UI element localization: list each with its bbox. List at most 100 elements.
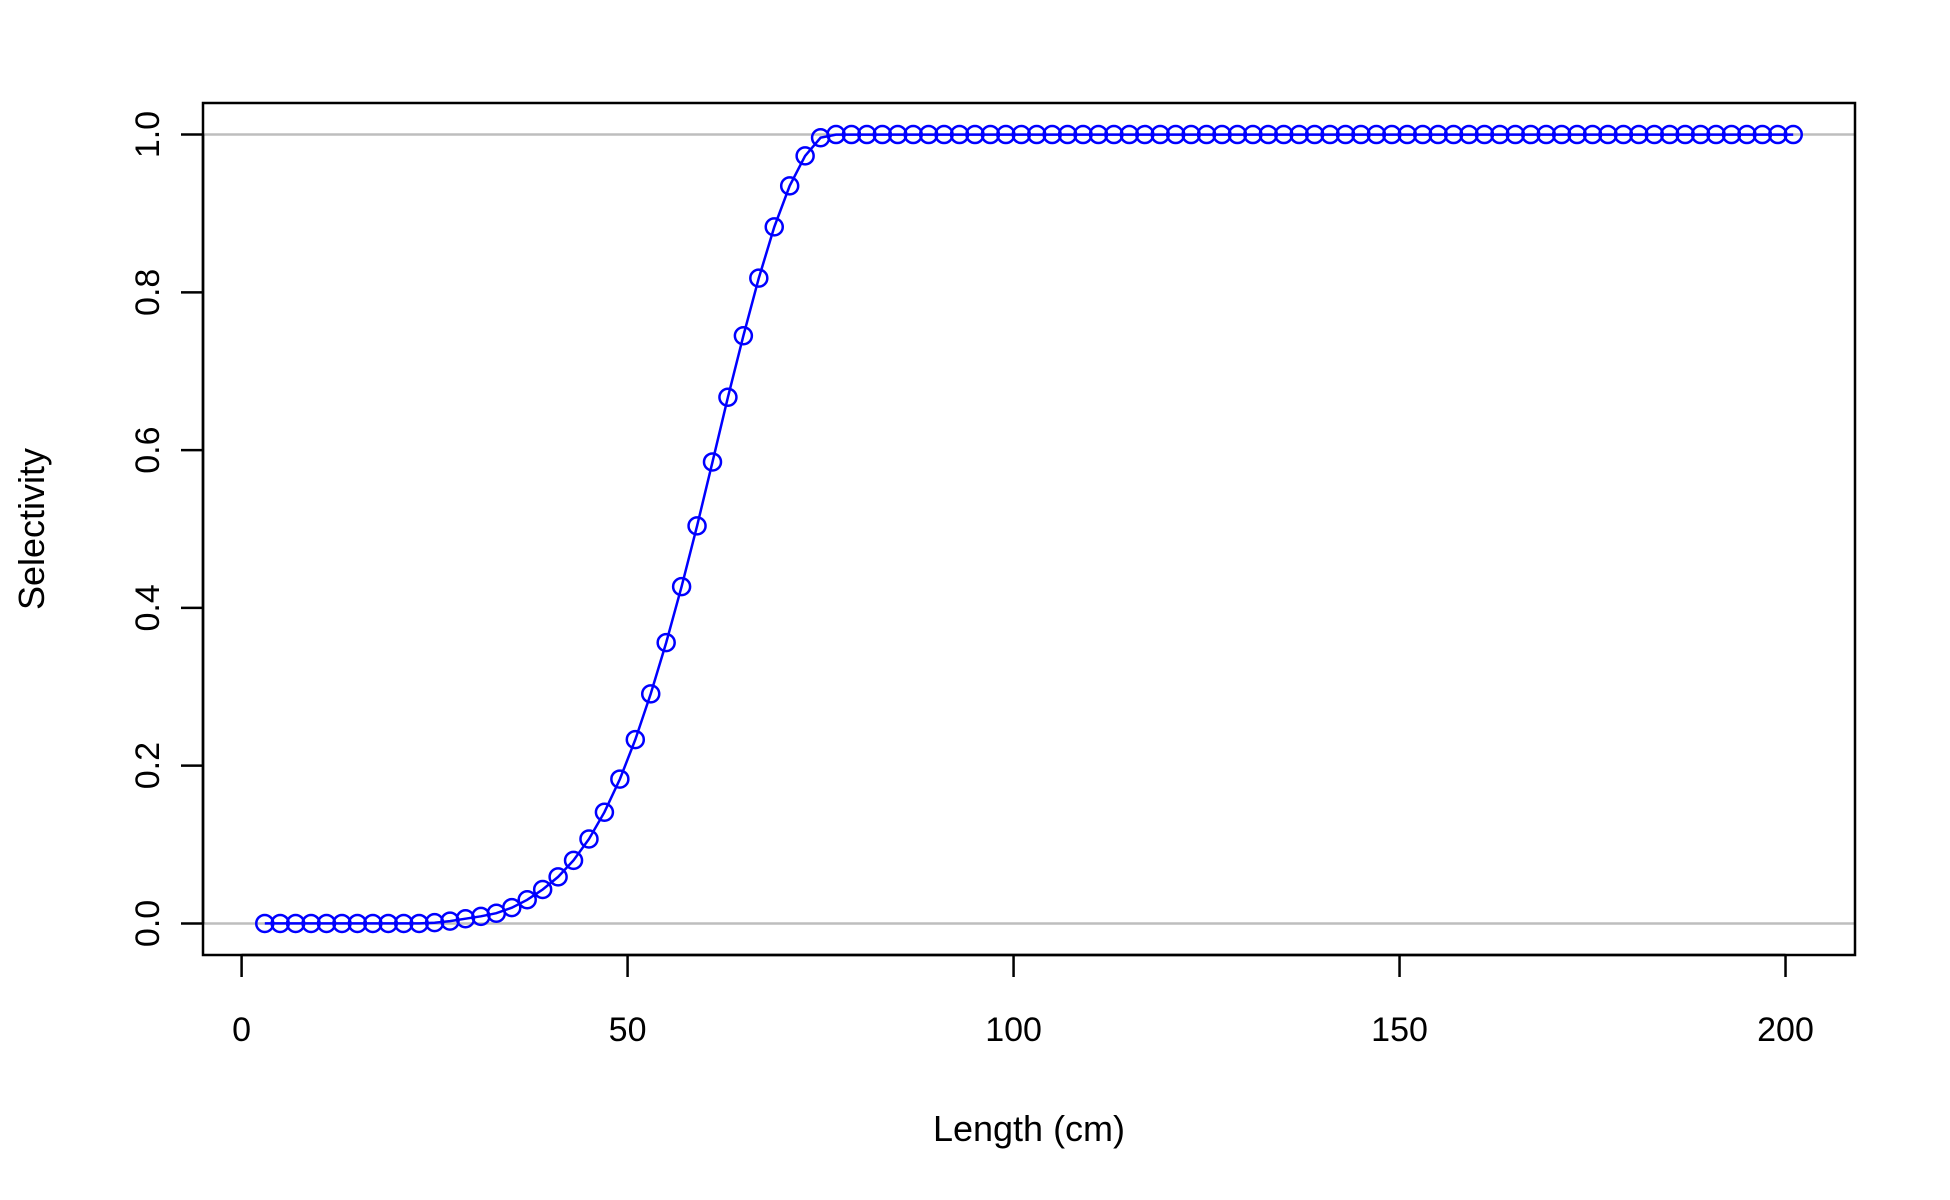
data-point bbox=[687, 516, 707, 536]
data-point bbox=[363, 913, 383, 934]
data-point bbox=[1026, 124, 1047, 145]
data-point bbox=[996, 124, 1016, 145]
x-tick-label: 150 bbox=[1371, 1011, 1428, 1049]
data-point bbox=[888, 124, 908, 145]
data-point bbox=[1243, 124, 1263, 145]
data-point bbox=[1227, 124, 1248, 145]
y-tick-label: 0.4 bbox=[129, 584, 167, 631]
data-point bbox=[1150, 124, 1170, 145]
data-point bbox=[1521, 124, 1541, 145]
data-point bbox=[424, 912, 445, 933]
data-point bbox=[1737, 124, 1757, 145]
data-point bbox=[764, 217, 785, 237]
data-point bbox=[1443, 124, 1464, 145]
data-point bbox=[1474, 124, 1495, 145]
x-axis: 0 50 100 150 200 bbox=[232, 953, 1814, 1049]
data-point bbox=[1057, 124, 1078, 145]
data-point bbox=[1258, 124, 1279, 145]
data-point bbox=[934, 124, 954, 145]
data-point bbox=[671, 576, 692, 597]
data-point bbox=[1273, 124, 1294, 145]
y-tick-label: 0.0 bbox=[129, 900, 167, 947]
data-point bbox=[1042, 124, 1062, 145]
data-point bbox=[1675, 124, 1695, 145]
y-tick-label: 1.0 bbox=[129, 111, 167, 158]
data-point bbox=[733, 325, 754, 346]
data-point bbox=[270, 913, 290, 934]
data-point bbox=[1598, 124, 1618, 145]
data-point bbox=[1428, 124, 1448, 145]
data-point bbox=[1320, 124, 1340, 145]
data-point bbox=[1304, 124, 1325, 145]
data-point bbox=[502, 897, 522, 918]
data-point bbox=[749, 268, 769, 288]
data-point bbox=[1706, 124, 1726, 145]
data-point bbox=[1613, 124, 1634, 145]
data-point bbox=[702, 452, 723, 472]
y-tick-label: 0.6 bbox=[129, 426, 167, 473]
y-tick-label: 0.2 bbox=[129, 742, 167, 789]
data-point bbox=[1582, 124, 1603, 145]
data-point bbox=[1335, 124, 1356, 145]
data-point bbox=[1629, 124, 1649, 145]
data-point bbox=[1505, 124, 1526, 145]
data-point bbox=[1289, 124, 1309, 145]
data-point bbox=[949, 124, 970, 145]
data-point bbox=[918, 124, 939, 145]
y-axis: 0.0 0.2 0.4 0.6 0.8 1.0 bbox=[129, 111, 205, 947]
data-point bbox=[1752, 124, 1773, 145]
data-point bbox=[1412, 124, 1433, 145]
data-point bbox=[594, 802, 615, 822]
data-point bbox=[795, 146, 815, 166]
data-point bbox=[1119, 124, 1140, 145]
data-point bbox=[980, 124, 1001, 145]
data-point bbox=[1011, 124, 1032, 145]
data-point bbox=[903, 124, 923, 145]
data-point bbox=[579, 829, 599, 849]
data-point bbox=[1659, 124, 1680, 145]
data-point bbox=[1768, 124, 1788, 145]
data-point bbox=[826, 124, 846, 145]
data-point bbox=[872, 124, 893, 145]
data-point bbox=[625, 729, 646, 750]
data-point bbox=[610, 769, 630, 789]
data-point bbox=[841, 124, 862, 145]
series-layer bbox=[255, 124, 1803, 934]
data-point bbox=[1551, 124, 1572, 145]
data-point bbox=[857, 124, 877, 145]
data-point bbox=[1536, 124, 1556, 145]
y-axis-title: Selectivity bbox=[11, 448, 52, 610]
data-point bbox=[393, 913, 414, 934]
data-point bbox=[1397, 124, 1418, 145]
data-point bbox=[1783, 124, 1803, 145]
data-point bbox=[1382, 124, 1402, 145]
data-point bbox=[1351, 124, 1371, 145]
x-tick-label: 0 bbox=[232, 1011, 251, 1049]
data-point bbox=[563, 850, 584, 871]
data-point bbox=[255, 913, 275, 934]
data-point bbox=[1690, 124, 1711, 145]
data-point bbox=[656, 632, 676, 653]
data-point bbox=[1196, 124, 1217, 145]
x-tick-label: 50 bbox=[609, 1011, 647, 1049]
data-point bbox=[1567, 124, 1587, 145]
data-point bbox=[1073, 124, 1093, 145]
data-point bbox=[378, 913, 399, 934]
data-point bbox=[640, 684, 661, 704]
y-tick-label: 0.8 bbox=[129, 269, 167, 316]
data-point bbox=[517, 890, 537, 910]
data-point bbox=[1366, 124, 1387, 145]
data-point bbox=[1490, 124, 1510, 145]
data-point bbox=[718, 387, 738, 408]
data-point bbox=[1135, 124, 1155, 145]
data-point bbox=[1459, 124, 1479, 145]
data-point bbox=[409, 913, 429, 934]
data-point bbox=[965, 124, 985, 145]
data-point bbox=[285, 913, 306, 934]
data-point bbox=[1644, 124, 1665, 145]
data-point bbox=[332, 913, 352, 934]
data-point bbox=[301, 913, 321, 934]
data-point bbox=[532, 879, 553, 900]
